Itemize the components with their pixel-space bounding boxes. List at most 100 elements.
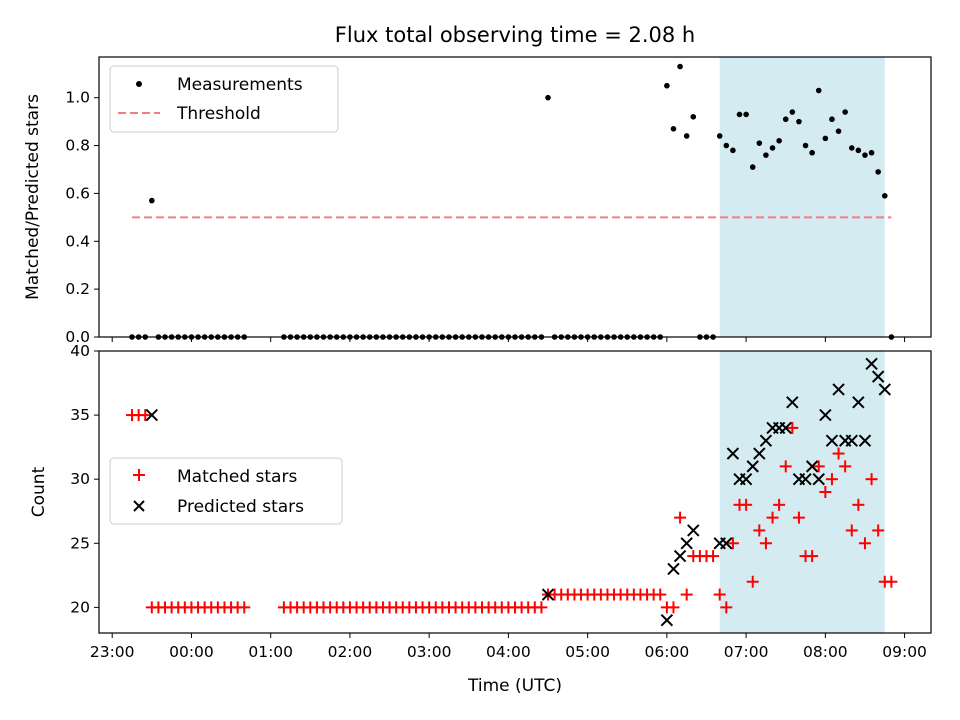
x-tick-label-01:00: 01:00 <box>248 643 293 661</box>
legend-marker-matched <box>133 469 145 481</box>
measurement-point-107 <box>868 149 875 156</box>
measurement-point-105 <box>855 147 862 154</box>
matched-point-86 <box>726 537 739 550</box>
predicted-point-0 <box>145 408 159 422</box>
predicted-point-5 <box>680 537 693 550</box>
count-x-ticks: 23:00 00:00 01:00 02:00 03:00 04:00 05:00 06:00… <box>90 633 927 661</box>
measurement-point-77 <box>670 125 677 132</box>
legend-label-threshold: Threshold <box>176 104 261 124</box>
x-tick-label-23:00: 23:00 <box>90 643 135 661</box>
predicted-point-17 <box>779 421 792 435</box>
count-y-tick-label-20: 20 <box>70 598 90 616</box>
measurement-point-92 <box>769 145 776 151</box>
matched-point-95 <box>786 421 799 434</box>
predicted-point-6 <box>687 524 700 537</box>
matched-point-88 <box>740 498 753 511</box>
measurement-point-96 <box>796 118 802 125</box>
measurement-points <box>129 63 895 340</box>
legend-marker-measurements <box>136 81 142 87</box>
measurement-point-97 <box>802 142 809 149</box>
measurement-point-109 <box>881 193 888 199</box>
matched-point-77 <box>667 601 680 614</box>
ratio-y-tick-label-0.8: 0.8 <box>65 137 90 155</box>
matched-point-103 <box>839 460 852 473</box>
matched-point-99 <box>812 460 825 473</box>
x-tick-label-02:00: 02:00 <box>328 643 373 661</box>
predicted-point-2 <box>660 613 674 627</box>
matched-point-90 <box>753 524 766 537</box>
matched-point-85 <box>720 601 733 614</box>
ratio-legend-box <box>109 65 339 133</box>
chart-title: Flux total observing time = 2.08 h <box>335 23 695 47</box>
count-y-tick-label-25: 25 <box>70 534 90 552</box>
matched-point-84 <box>713 588 726 601</box>
predicted-point-12 <box>746 460 759 473</box>
predicted-point-21 <box>805 460 819 473</box>
measurement-point-86 <box>730 147 736 154</box>
matched-point-107 <box>865 473 878 486</box>
measurement-point-101 <box>829 116 835 123</box>
measurement-point-90 <box>756 140 763 146</box>
measurement-point-99 <box>815 87 822 94</box>
measurement-point-106 <box>862 152 868 158</box>
predicted-point-4 <box>673 549 687 563</box>
ratio-y-tick-label-0.0: 0.0 <box>65 328 90 346</box>
measurement-point-93 <box>776 137 782 144</box>
matched-point-17 <box>238 601 251 614</box>
x-tick-label-05:00: 05:00 <box>565 643 610 661</box>
ratio-y-tick-label-0.6: 0.6 <box>65 184 90 202</box>
legend-label-measurements: Measurements <box>177 75 303 95</box>
x-tick-label-03:00: 03:00 <box>407 643 452 661</box>
measurement-point-91 <box>763 152 769 158</box>
matched-point-83 <box>707 550 720 563</box>
x-tick-label-00:00: 00:00 <box>169 643 214 661</box>
observing-window-shade <box>719 57 885 337</box>
count-panel-frame <box>98 350 932 634</box>
measurement-point-84 <box>716 133 723 139</box>
measurement-point-3 <box>149 197 155 204</box>
x-tick-label-07:00: 07:00 <box>724 643 769 661</box>
count-y-tick-label-35: 35 <box>70 406 90 424</box>
ratio-y-tick-label-0.2: 0.2 <box>65 280 90 298</box>
predicted-point-9 <box>726 447 740 460</box>
x-tick-label-04:00: 04:00 <box>486 643 531 661</box>
predicted-point-31 <box>871 370 885 383</box>
predicted-point-30 <box>865 357 878 371</box>
predicted-point-29 <box>858 434 872 447</box>
measurement-point-78 <box>677 63 683 70</box>
predicted-point-22 <box>812 472 825 486</box>
matched-point-93 <box>773 498 786 511</box>
measurement-point-76 <box>664 82 670 89</box>
predicted-point-20 <box>799 472 812 486</box>
predicted-point-25 <box>832 383 845 396</box>
count-y-ticks: 20 25 30 35 40 <box>70 342 99 616</box>
x-tick-label-06:00: 06:00 <box>645 643 690 661</box>
matched-point-100 <box>819 486 832 498</box>
matched-point-75 <box>654 588 667 601</box>
matched-point-110 <box>885 575 898 588</box>
matched-point-106 <box>858 537 871 550</box>
ratio-y-tick-label-1.0: 1.0 <box>65 89 90 107</box>
x-tick-label-08:00: 08:00 <box>803 643 848 661</box>
measurement-point-88 <box>743 111 749 118</box>
measurement-point-100 <box>822 135 829 142</box>
ratio-y-tick-label-0.4: 0.4 <box>65 232 90 250</box>
matched-point-2 <box>139 409 152 422</box>
count-legend: Matched stars Predicted stars <box>109 457 343 525</box>
predicted-point-1 <box>541 588 555 601</box>
legend-marker-predicted <box>133 500 145 512</box>
count-y-axis-label: Count <box>29 466 49 517</box>
legend-label-predicted: Predicted stars <box>177 497 304 517</box>
matched-point-102 <box>832 447 845 460</box>
measurement-point-79 <box>683 133 690 139</box>
predicted-point-24 <box>825 434 839 447</box>
predicted-point-23 <box>819 408 832 422</box>
predicted-point-14 <box>759 434 773 447</box>
count-y-tick-label-30: 30 <box>70 470 90 488</box>
matched-point-101 <box>825 473 838 486</box>
predicted-point-27 <box>845 434 858 447</box>
measurement-point-98 <box>809 149 815 156</box>
matched-point-108 <box>872 524 885 537</box>
ratio-legend: Measurements Threshold <box>109 65 339 133</box>
predicted-point-28 <box>852 396 865 409</box>
